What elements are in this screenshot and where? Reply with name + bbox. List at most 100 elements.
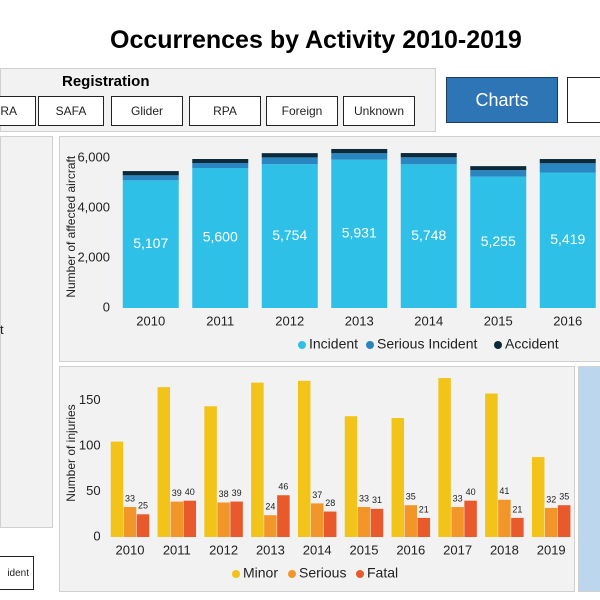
filter-button[interactable]: Foreign [266,96,338,126]
side-button[interactable]: ident [0,556,34,590]
bar [438,378,451,537]
data-label: 46 [278,482,288,492]
charts-button[interactable]: Charts [446,77,558,123]
bar [297,380,311,537]
legend-marker [232,570,240,578]
bar [357,507,371,537]
nav-button[interactable] [567,77,600,123]
x-tick-label: 2014 [303,542,332,557]
data-label: 33 [359,493,369,503]
legend-label: Fatal [367,565,398,581]
bar [251,382,264,537]
bar [183,500,197,537]
y-tick-label: 0 [103,299,110,314]
bar-segment [261,164,318,308]
bar [264,515,277,537]
bar [310,503,324,537]
data-label: 5,748 [411,227,446,243]
title: Occurrences by Activity 2010-2019 [110,26,522,54]
x-tick-label: 2015 [350,542,379,557]
legend-marker [494,341,502,349]
bar [204,406,217,537]
x-tick-label: 2011 [163,542,191,557]
legend-label: Serious Incident [377,336,478,352]
bar [277,495,290,537]
y-tick-label: 2,000 [77,249,110,264]
data-label: 5,600 [203,229,238,245]
filter-button[interactable]: RPA [189,96,261,126]
legend-label: Minor [243,565,278,581]
bar-segment [539,172,596,308]
y-tick-label: 100 [79,438,101,453]
x-tick-label: 2013 [256,542,285,557]
data-label: 31 [372,495,382,505]
x-tick-label: 2015 [484,313,513,328]
bar [544,507,558,537]
y-tick-label: 0 [93,528,100,543]
data-label: 28 [325,498,335,508]
legend-label: Accident [505,336,559,352]
bar-segment [122,180,179,308]
filter-button[interactable]: RA [0,96,36,126]
data-label: 24 [265,502,275,512]
filter-button[interactable]: SAFA [38,96,104,126]
bar [344,416,358,537]
bar [123,507,137,537]
bar-segment [192,163,249,168]
x-tick-label: 2012 [275,313,304,328]
data-label: 39 [172,488,182,498]
x-tick-label: 2019 [537,542,566,557]
y-tick-label: 150 [79,392,101,407]
bar-segment [400,157,457,165]
filter-button[interactable]: Glider [111,96,183,126]
bar [485,393,498,537]
bar-segment [122,171,179,176]
data-label: 21 [419,504,429,514]
data-label: 35 [406,492,416,502]
bar-segment [261,157,318,165]
bar-segment [331,153,388,160]
x-tick-label: 2010 [136,313,165,328]
x-tick-label: 2016 [396,542,425,557]
y-tick-label: 4,000 [77,199,110,214]
data-label: 37 [312,490,322,500]
bar-segment [122,175,179,181]
data-label: 38 [219,489,229,499]
bar [417,517,431,537]
x-tick-label: 2010 [116,542,145,557]
bar [451,507,464,537]
data-label: 5,754 [272,227,307,243]
data-label: 39 [232,488,242,498]
legend-label: Serious [299,565,346,581]
legend-marker [356,570,364,578]
bar [110,441,124,537]
bar-segment [192,159,249,163]
y-axis-title: Number of injuries [64,404,78,501]
bar [136,514,150,537]
data-label: 33 [125,493,135,503]
bar-segment [331,148,388,154]
bar-segment [400,153,457,158]
legend-label: Incident [309,336,358,352]
bar [170,501,184,537]
legend-marker [288,570,296,578]
data-label: 5,107 [133,235,168,251]
bar [391,418,405,537]
data-label: 5,419 [550,231,585,247]
filter-title: Registration [62,73,150,90]
bar [370,508,384,537]
bar [498,499,511,537]
bar [511,517,524,537]
data-label: 41 [499,486,509,496]
data-label: 35 [559,492,569,502]
data-label: 5,931 [342,225,377,241]
legend-marker [298,341,306,349]
x-tick-label: 2013 [345,313,374,328]
bar-segment [470,166,527,171]
y-tick-label: 50 [86,483,100,498]
bar-segment [192,168,249,308]
filter-button[interactable]: Unknown [343,96,415,126]
data-label: 32 [546,494,556,504]
